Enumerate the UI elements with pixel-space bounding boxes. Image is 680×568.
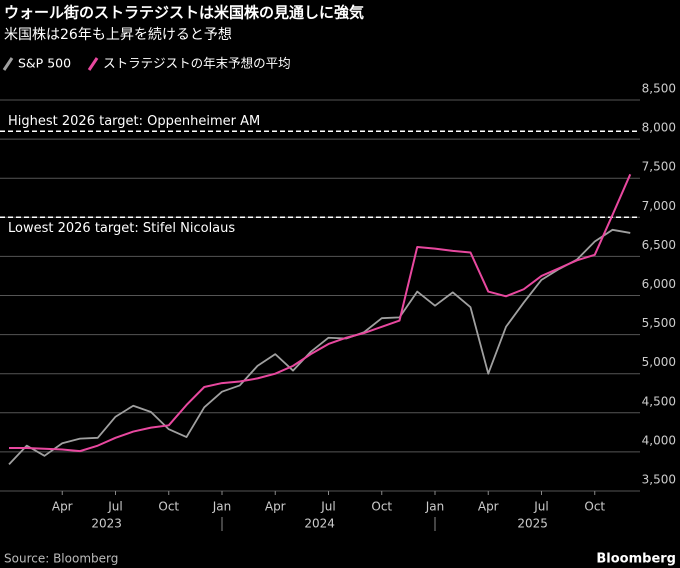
x-tick-label: Apr [265, 500, 286, 514]
y-tick-label: 6,500 [642, 238, 676, 252]
x-tick-label: Jan [425, 500, 445, 514]
brand: Bloomberg [596, 552, 676, 567]
y-tick-label: 7,500 [642, 160, 676, 174]
y-tick-label: 4,000 [642, 433, 676, 447]
reference-label: Lowest 2026 target: Stifel Nicolaus [8, 221, 235, 236]
series-line [9, 173, 632, 453]
x-tick-label: Oct [158, 500, 179, 514]
series-line [8, 228, 631, 466]
legend-label: ストラテジストの年末予想の平均 [103, 56, 291, 71]
x-tick-label: Jul [320, 500, 335, 514]
y-tick-label: 3,500 [642, 473, 676, 487]
chart-title: ウォール街のストラテジストは米国株の見通しに強気 [4, 4, 364, 22]
y-tick-label: 6,000 [642, 277, 676, 291]
legend-swatch [2, 57, 14, 71]
reference-label: Highest 2026 target: Oppenheimer AM [8, 114, 260, 129]
y-tick-label: 4,500 [642, 394, 676, 408]
source: Source: Bloomberg [4, 552, 118, 566]
chart-subtitle: 米国株は26年も上昇を続けると予想 [4, 26, 232, 43]
year-label: 2024 [304, 517, 335, 531]
y-tick-label: 5,000 [642, 355, 676, 369]
x-tick-label: Jan [212, 500, 232, 514]
legend-swatch [87, 57, 99, 71]
y-tick-label: 8,000 [642, 121, 676, 135]
x-tick-label: Jul [533, 500, 548, 514]
y-tick-label: 5,500 [642, 316, 676, 330]
year-label: 2023 [91, 517, 122, 531]
x-tick-label: Oct [584, 500, 605, 514]
x-tick-label: Apr [52, 500, 73, 514]
legend-label: S&P 500 [18, 56, 71, 71]
x-tick-label: Oct [371, 500, 392, 514]
x-tick-label: Apr [478, 500, 499, 514]
year-label: 2025 [517, 517, 548, 531]
x-tick-label: Jul [107, 500, 122, 514]
y-tick-label: 8,500 [642, 82, 676, 96]
y-tick-label: 7,000 [642, 199, 676, 213]
